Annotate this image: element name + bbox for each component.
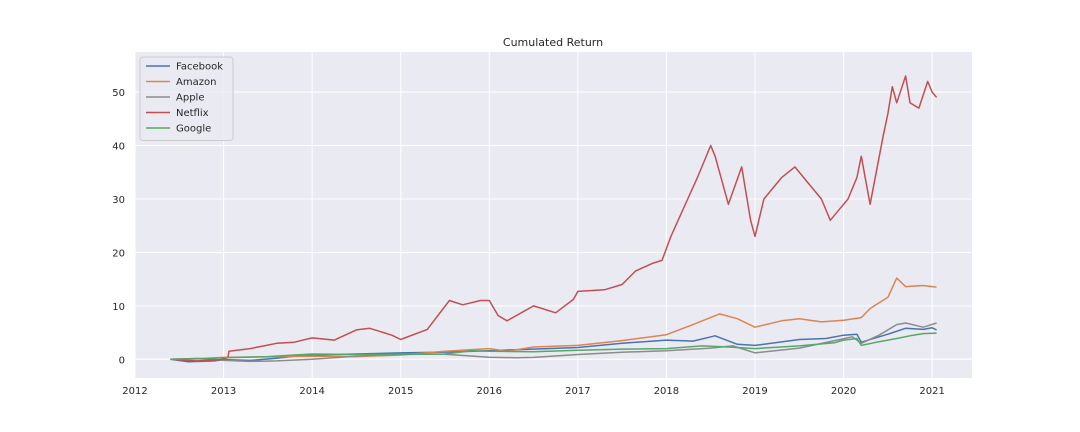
legend-label-google: Google (176, 124, 211, 135)
x-tick-label: 2015 (388, 386, 413, 397)
y-tick-label: 40 (112, 142, 125, 153)
x-tick-label: 2017 (565, 386, 590, 397)
x-tick-label: 2018 (654, 386, 679, 397)
series-line-facebook (170, 327, 937, 363)
grid (134, 52, 972, 378)
legend: Facebook Amazon Apple Netflix Google (139, 56, 234, 141)
x-axis-ticks: 2012 2013 2014 2015 2016 2017 2018 2019 2020 2021 (122, 386, 945, 397)
y-tick-label: 30 (112, 195, 125, 206)
y-axis-ticks: 0 10 20 30 40 50 (112, 88, 125, 366)
series-lines (170, 75, 938, 363)
y-tick-label: 20 (112, 248, 125, 259)
legend-box (139, 56, 234, 141)
plot-background (135, 52, 972, 378)
y-tick-label: 50 (112, 88, 125, 99)
legend-label-facebook: Facebook (176, 62, 223, 73)
x-tick-label: 2016 (477, 386, 502, 397)
chart-title: Cumulated Return (503, 36, 603, 49)
x-tick-label: 2014 (299, 386, 324, 397)
x-tick-label: 2013 (211, 386, 236, 397)
y-tick-label: 0 (119, 355, 125, 366)
x-tick-label: 2012 (122, 386, 147, 397)
series-line-google (170, 332, 937, 361)
series-line-netflix (170, 75, 938, 362)
series-line-apple (170, 322, 937, 363)
x-tick-label: 2020 (831, 386, 856, 397)
x-tick-label: 2021 (919, 386, 944, 397)
legend-label-apple: Apple (176, 93, 204, 104)
legend-label-netflix: Netflix (176, 108, 209, 119)
x-tick-label: 2019 (742, 386, 767, 397)
legend-label-amazon: Amazon (176, 77, 216, 88)
y-tick-label: 10 (112, 302, 125, 313)
